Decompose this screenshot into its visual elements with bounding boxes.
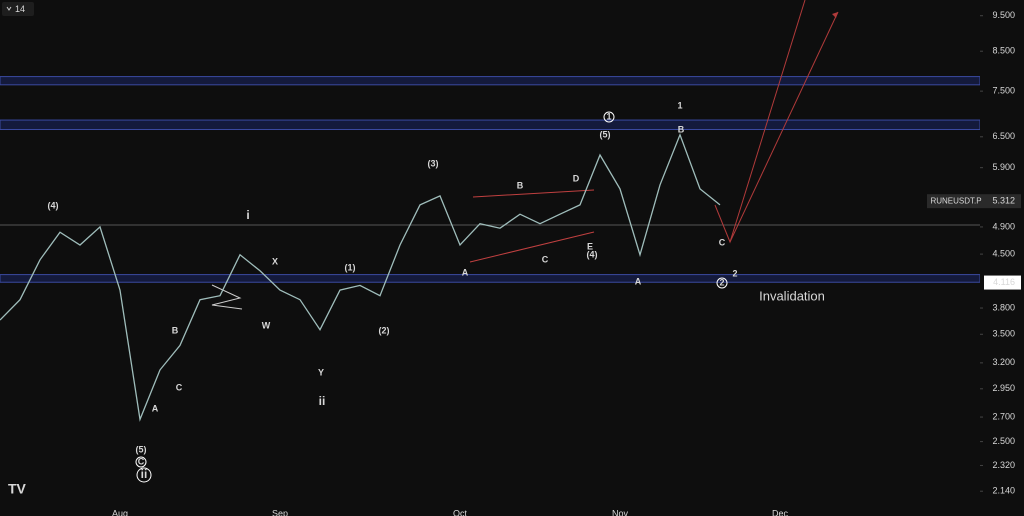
toolbar: 14 [2,2,34,16]
y-tick-label: 3.500 [992,329,1015,339]
wave-label: ii [319,394,326,408]
y-tick-label: 9.500 [992,10,1015,20]
y-tick-label: 2.950 [992,383,1015,393]
wave-label: Y [318,367,324,377]
wave-label: (4) [48,200,59,210]
circle-marker [716,277,728,289]
y-tick-label: 7.500 [992,86,1015,96]
y-tick-label: 2.320 [992,460,1015,470]
projection [729,11,839,243]
circle-marker [135,456,147,468]
wave-label: 1 [606,111,611,121]
zone [0,76,981,86]
y-tick-label: 2.500 [992,436,1015,446]
last-price: 5.312 [992,196,1015,206]
x-tick-label: Oct [453,508,468,516]
wave-label: 2 [732,268,737,278]
y-tick-label: 5.900 [992,162,1015,172]
wave-label: C [176,382,183,392]
logo: TV [8,481,27,497]
wave-label: A [635,276,642,286]
y-tick-label: 8.500 [992,46,1015,56]
y-tick-label: 2.140 [992,486,1015,496]
wave-label: ii [141,467,148,481]
wave-label: C [542,254,549,264]
wave-label: B [172,325,179,335]
price-axis [980,0,1024,516]
triangle-drawing [211,284,243,310]
wave-label: 2 [719,277,724,287]
drawings [211,0,839,310]
wave-label: B [517,180,524,190]
wave-label: A [152,403,159,413]
wave-label: C [719,237,726,247]
wave-label: B [678,124,685,134]
price-line [0,132,721,422]
circle-marker [603,111,615,123]
y-tick-label: 3.200 [992,357,1015,367]
trend-line [469,231,595,263]
interval-button[interactable] [2,2,34,16]
y-tick-label: 6.500 [992,131,1015,141]
zone [0,119,981,131]
wave-label: D [573,173,580,183]
wave-label: (1) [345,262,356,272]
x-tick-label: Sep [272,508,288,516]
chevron [6,6,12,11]
y-tick-label: 4.900 [992,221,1015,231]
level-label: 4.116 [993,277,1015,287]
wave-label: A [462,267,469,277]
circle-marker [136,467,152,483]
zone [0,274,981,283]
symbol-tag [927,194,985,209]
y-tick-label: 4.500 [992,248,1015,258]
trend-line [472,189,595,198]
wave-label: Invalidation [759,288,825,303]
wave-label: 1 [677,100,682,110]
x-tick-label: Aug [112,508,128,516]
wave-label: (5) [136,444,147,454]
wave-label: W [262,320,271,330]
last-price-tag [985,194,1021,209]
wave-label: X [272,256,278,266]
y-tick-label: 2.700 [992,411,1015,421]
wave-label: i [246,208,249,222]
level-tag [984,275,1021,290]
x-tick-label: Nov [612,508,629,516]
wave-label: (5) [600,129,611,139]
wave-label: (2) [379,325,390,335]
wave-label: (3) [428,158,439,168]
symbol-label: RUNEUSDT.P [930,196,981,205]
interval-label: 14 [15,4,25,14]
wave-label: (4) [587,249,598,259]
wave-label: E [587,241,593,251]
wave-label: C [138,456,145,466]
x-tick-label: Dec [772,508,789,516]
y-tick-label: 3.800 [992,302,1015,312]
arrow-head [832,12,838,18]
